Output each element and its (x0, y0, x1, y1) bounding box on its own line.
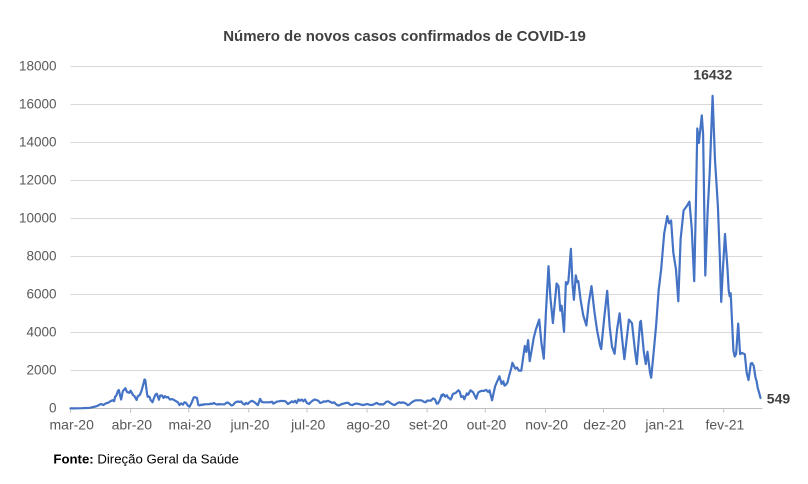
svg-text:Número de novos casos confirma: Número de novos casos confirmados de COV… (223, 28, 586, 45)
svg-text:abr-20: abr-20 (112, 417, 153, 433)
svg-text:ago-20: ago-20 (346, 417, 390, 433)
svg-text:14000: 14000 (19, 134, 57, 149)
svg-text:10000: 10000 (19, 210, 57, 225)
svg-text:2000: 2000 (26, 363, 56, 378)
svg-text:16432: 16432 (693, 67, 732, 83)
svg-text:mai-20: mai-20 (169, 417, 212, 433)
svg-text:18000: 18000 (19, 58, 57, 73)
svg-text:0: 0 (49, 401, 57, 416)
svg-text:6000: 6000 (26, 287, 56, 302)
svg-text:8000: 8000 (26, 249, 56, 264)
svg-text:Fonte: Direção Geral da Saúde: Fonte: Direção Geral da Saúde (53, 451, 238, 466)
svg-text:mar-20: mar-20 (50, 417, 95, 433)
svg-text:nov-20: nov-20 (525, 417, 568, 433)
svg-text:jun-20: jun-20 (230, 417, 270, 433)
svg-text:dez-20: dez-20 (583, 417, 626, 433)
svg-text:4000: 4000 (26, 325, 56, 340)
svg-text:jul-20: jul-20 (290, 417, 325, 433)
svg-text:549: 549 (767, 391, 791, 407)
svg-text:16000: 16000 (19, 96, 57, 111)
svg-text:jan-21: jan-21 (644, 417, 684, 433)
svg-text:out-20: out-20 (467, 417, 507, 433)
svg-text:fev-21: fev-21 (705, 417, 744, 433)
svg-text:set-20: set-20 (409, 417, 448, 433)
svg-text:12000: 12000 (19, 172, 57, 187)
